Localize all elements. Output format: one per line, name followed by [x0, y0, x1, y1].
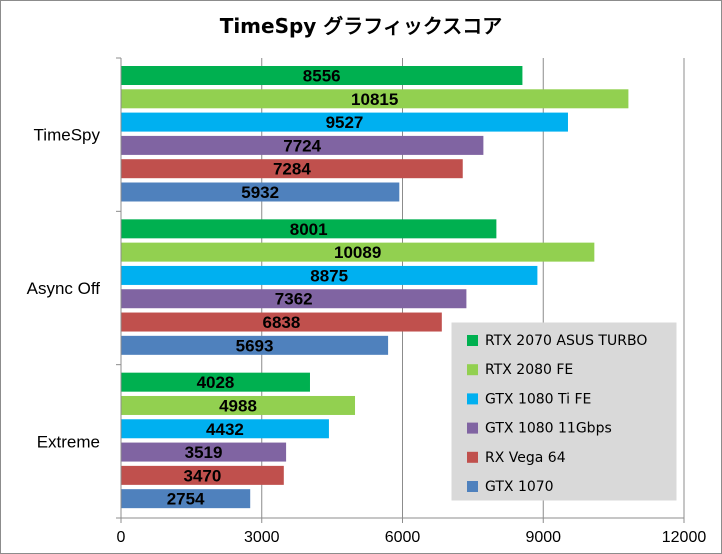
bar-value-label: 6838 [262, 313, 300, 332]
bars: 8556 10815 9527 7724 7284 5932 8001 10089 8875 73… [121, 66, 629, 509]
bar [121, 66, 523, 85]
bar-value-label: 4988 [219, 396, 257, 415]
legend-swatch [467, 335, 478, 346]
bar [121, 135, 484, 155]
x-tick-label: 12000 [662, 529, 707, 546]
bar [121, 112, 568, 132]
legend-box [451, 322, 677, 501]
bar-value-label: 7284 [273, 160, 311, 179]
x-tick-label: 6000 [385, 529, 421, 546]
legend: RTX 2070 ASUS TURBO RTX 2080 FE GTX 1080 T… [451, 322, 677, 501]
bar-value-label: 4028 [197, 373, 235, 392]
bar-value-label: 8001 [290, 220, 328, 239]
bar-value-label: 10815 [351, 90, 398, 109]
x-tick-label: 3000 [244, 529, 280, 546]
bar [121, 335, 389, 355]
bar [121, 242, 595, 262]
legend-swatch [467, 481, 478, 492]
bar [121, 89, 629, 109]
grid-lines [261, 58, 685, 518]
legend-swatch [467, 422, 478, 434]
legend-label: RX Vega 64 [485, 450, 566, 466]
bar [121, 489, 251, 509]
bar-value-label: 5932 [241, 183, 279, 202]
bar-value-label: 3519 [185, 443, 223, 462]
legend-swatch [467, 451, 478, 463]
bar-value-label: 3470 [183, 466, 221, 485]
legend-label: RTX 2070 ASUS TURBO [485, 333, 647, 349]
bar-value-label: 4432 [206, 420, 244, 439]
bar [121, 265, 538, 285]
legend-label: RTX 2080 FE [485, 362, 573, 378]
bar [121, 395, 356, 415]
category-label: Extreme [37, 432, 100, 451]
bar [121, 465, 284, 485]
axes: 0 3000 6000 9000 12000 TimeSpy Async Off Extrem… [27, 57, 707, 546]
bar [121, 289, 467, 309]
category-label: TimeSpy [34, 126, 101, 145]
bar-value-label: 2754 [167, 490, 205, 509]
legend-label: GTX 1080 Ti FE [485, 391, 591, 407]
x-tick-label: 0 [117, 529, 126, 546]
bar [121, 219, 497, 239]
legend-label: GTX 1080 11Gbps [485, 421, 612, 437]
bar-value-label: 8556 [303, 67, 341, 86]
bar-value-label: 10089 [334, 243, 381, 262]
bar [121, 159, 463, 179]
bar [121, 182, 400, 202]
x-tick-label: 9000 [525, 529, 561, 546]
legend-swatch [467, 393, 478, 405]
bar [121, 312, 442, 332]
bar [121, 419, 329, 439]
bar-value-label: 5693 [236, 336, 274, 355]
bar-value-label: 9527 [326, 113, 364, 132]
bar [121, 372, 310, 392]
bar-value-label: 7362 [275, 290, 313, 309]
bar [121, 442, 287, 462]
bar-value-label: 7724 [283, 136, 321, 155]
legend-swatch [467, 364, 478, 376]
legend-label: GTX 1070 [485, 479, 554, 495]
bar-value-label: 8875 [310, 266, 348, 285]
category-label: Async Off [27, 279, 101, 298]
chart-title: TimeSpy グラフィックスコア [220, 14, 503, 38]
